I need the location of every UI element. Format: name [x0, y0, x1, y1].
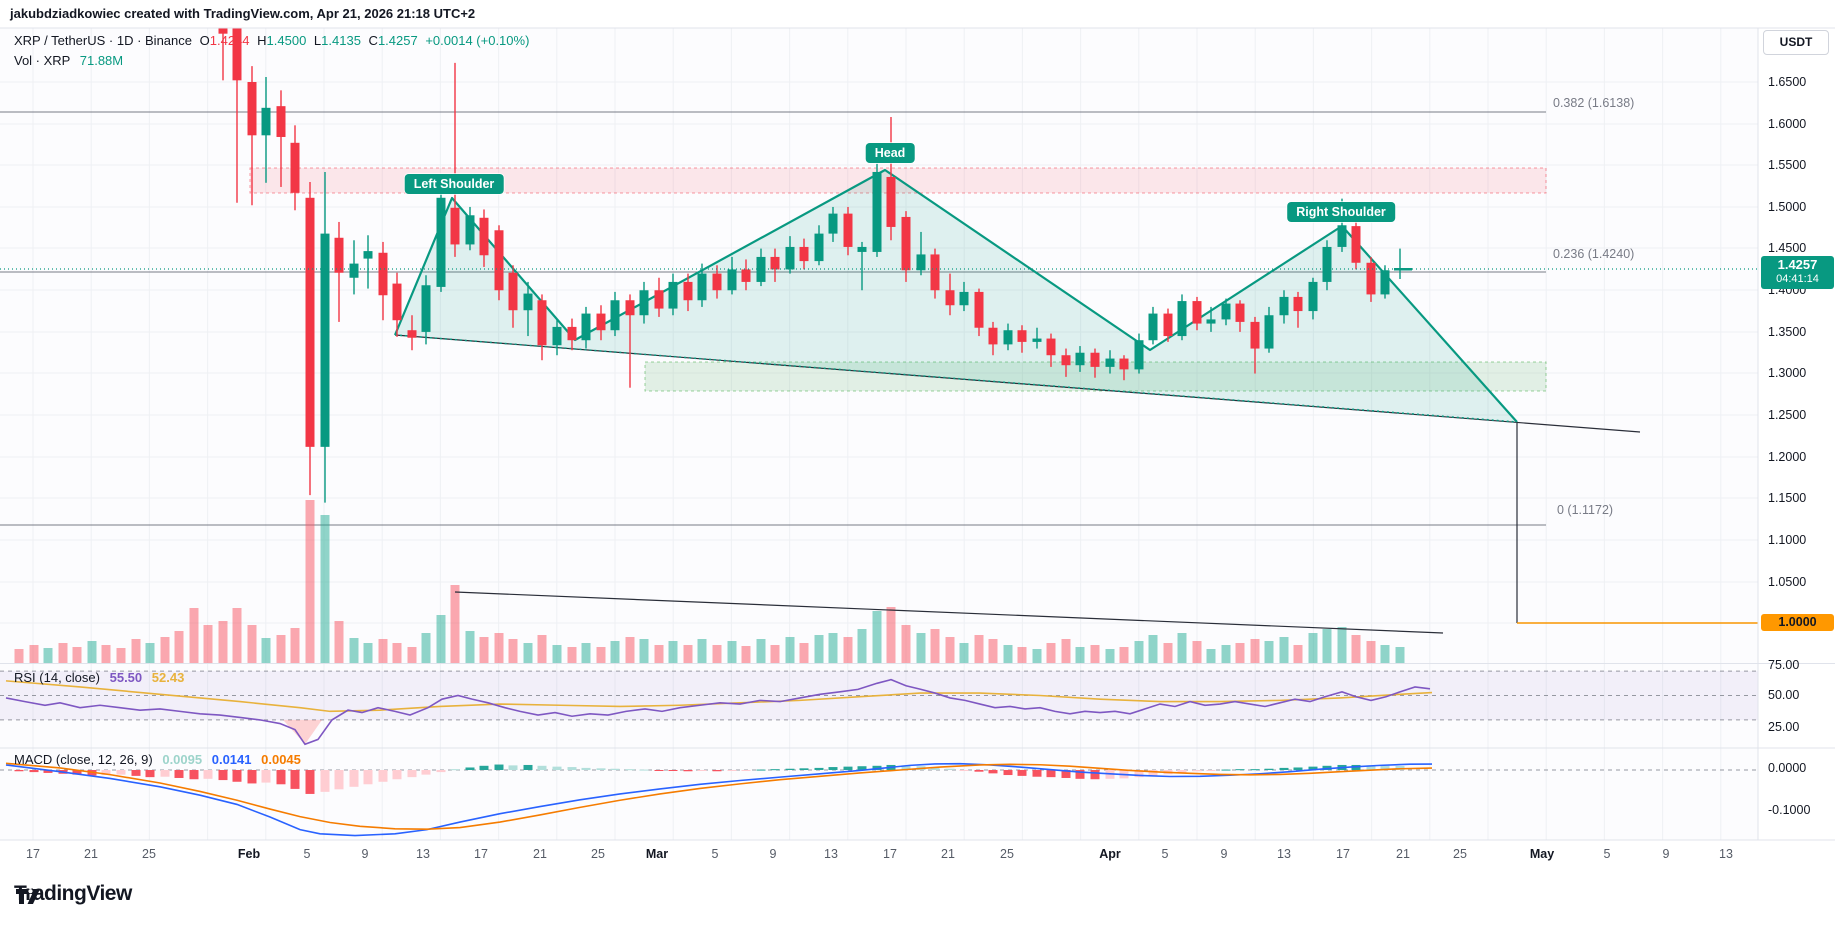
- svg-text:9: 9: [1221, 847, 1228, 861]
- svg-text:1.3000: 1.3000: [1768, 366, 1806, 380]
- svg-text:1.5500: 1.5500: [1768, 158, 1806, 172]
- svg-text:1.6500: 1.6500: [1768, 75, 1806, 89]
- rsi-label[interactable]: RSI (14, close): [14, 670, 100, 685]
- target-price-badge: 1.0000: [1761, 614, 1834, 632]
- fib-0382-label[interactable]: 0.382 (1.6138): [1553, 96, 1635, 110]
- svg-text:21: 21: [84, 847, 98, 861]
- rsi-value: 55.50: [109, 670, 143, 685]
- price-axis: 1.65001.60001.55001.50001.45001.40001.35…: [1768, 75, 1810, 817]
- svg-text:17: 17: [474, 847, 488, 861]
- svg-text:17: 17: [1336, 847, 1350, 861]
- svg-text:50.00: 50.00: [1768, 688, 1799, 702]
- svg-text:1.2500: 1.2500: [1768, 408, 1806, 422]
- svg-text:25: 25: [142, 847, 156, 861]
- currency-toggle-button[interactable]: USDT: [1763, 30, 1829, 55]
- svg-text:May: May: [1530, 847, 1554, 861]
- fib-0-label[interactable]: 0 (1.1172): [1557, 503, 1614, 517]
- svg-text:17: 17: [26, 847, 40, 861]
- svg-text:13: 13: [824, 847, 838, 861]
- svg-text:5: 5: [304, 847, 311, 861]
- right-shoulder-label[interactable]: Right Shoulder: [1287, 202, 1395, 222]
- high-value: 1.4500: [266, 33, 307, 48]
- close-label: C: [368, 33, 378, 48]
- svg-text:13: 13: [1719, 847, 1733, 861]
- rsi-line: [5, 678, 1431, 746]
- macd-legend: MACD (close, 12, 26, 9) 0.0095 0.0141 0.…: [14, 752, 301, 767]
- svg-text:Mar: Mar: [646, 847, 668, 861]
- svg-text:1.5000: 1.5000: [1768, 200, 1806, 214]
- svg-text:1.2000: 1.2000: [1768, 450, 1806, 464]
- rsi-oversold-fill: [283, 719, 322, 745]
- svg-text:5: 5: [1604, 847, 1611, 861]
- svg-text:1.3500: 1.3500: [1768, 325, 1806, 339]
- rsi-legend: RSI (14, close) 55.50 52.43: [14, 670, 184, 685]
- rsi-ma-value: 52.43: [151, 670, 185, 685]
- svg-text:17: 17: [883, 847, 897, 861]
- macd-line-value: 0.0141: [211, 752, 252, 767]
- svg-text:1.0500: 1.0500: [1768, 575, 1806, 589]
- change-value: +0.0014 (+0.10%): [425, 33, 530, 48]
- symbol-title[interactable]: XRP / TetherUS · 1D · Binance: [14, 33, 192, 48]
- svg-text:0.0000: 0.0000: [1768, 761, 1806, 775]
- svg-text:21: 21: [941, 847, 955, 861]
- current-price-value: 1.4257: [1777, 257, 1818, 272]
- last-close-dash: [1394, 268, 1412, 271]
- svg-text:5: 5: [712, 847, 719, 861]
- ohlc-row: XRP / TetherUS · 1D · Binance O1.4244 H1…: [14, 33, 529, 48]
- svg-text:1.6000: 1.6000: [1768, 117, 1806, 131]
- svg-text:21: 21: [1396, 847, 1410, 861]
- svg-text:1.4500: 1.4500: [1768, 241, 1806, 255]
- tradingview-logo-text: TradingView: [14, 882, 132, 905]
- svg-text:25.00: 25.00: [1768, 720, 1799, 734]
- bar-countdown: 04:41:14: [1776, 272, 1819, 285]
- svg-text:5: 5: [1162, 847, 1169, 861]
- svg-text:9: 9: [1663, 847, 1670, 861]
- svg-text:9: 9: [770, 847, 777, 861]
- svg-text:25: 25: [591, 847, 605, 861]
- svg-text:13: 13: [416, 847, 430, 861]
- volume-label[interactable]: Vol · XRP: [14, 53, 71, 68]
- left-shoulder-label[interactable]: Left Shoulder: [404, 174, 504, 194]
- open-label: O: [199, 33, 210, 48]
- svg-text:25: 25: [1000, 847, 1014, 861]
- svg-text:9: 9: [362, 847, 369, 861]
- svg-text:13: 13: [1277, 847, 1291, 861]
- close-value: 1.4257: [377, 33, 418, 48]
- tradingview-logo[interactable]: TradingView: [14, 882, 132, 906]
- svg-text:Feb: Feb: [238, 847, 261, 861]
- svg-text:75.00: 75.00: [1768, 658, 1799, 672]
- macd-label[interactable]: MACD (close, 12, 26, 9): [14, 752, 153, 767]
- low-label: L: [313, 33, 322, 48]
- svg-text:21: 21: [533, 847, 547, 861]
- symbol-legend: XRP / TetherUS · 1D · Binance O1.4244 H1…: [14, 33, 529, 68]
- svg-text:-0.1000: -0.1000: [1768, 803, 1810, 817]
- macd-hist-value: 0.0095: [162, 752, 203, 767]
- fib-0236-label[interactable]: 0.236 (1.4240): [1553, 247, 1635, 261]
- macd-signal-value: 0.0045: [261, 752, 301, 767]
- volume-row: Vol · XRP 71.88M: [14, 53, 529, 68]
- volume-layer: [14, 500, 1405, 663]
- rsi-ma-line: [5, 680, 1433, 713]
- low-value: 1.4135: [321, 33, 361, 48]
- high-label: H: [257, 33, 267, 48]
- candles-layer: [218, 28, 1405, 503]
- current-price-badge: 1.4257 04:41:14: [1761, 256, 1834, 289]
- open-value: 1.4244: [209, 33, 250, 48]
- attribution-text: jakubdziadkowiec created with TradingVie…: [10, 6, 476, 21]
- tradingview-logo-icon: [16, 889, 40, 904]
- svg-text:1.1500: 1.1500: [1768, 491, 1806, 505]
- time-axis: 17 21 25 Feb 5 9 13 17 21 25 Mar 5 9 13 17 21 25 Apr 5 9 13 1…: [26, 847, 1733, 861]
- volume-value: 71.88M: [79, 53, 124, 68]
- svg-text:25: 25: [1453, 847, 1467, 861]
- svg-text:Apr: Apr: [1099, 847, 1121, 861]
- head-label[interactable]: Head: [865, 143, 915, 163]
- grid-layer: [0, 28, 1758, 840]
- head-shoulders-fill: [395, 170, 1517, 422]
- volume-trendline: [454, 591, 1444, 634]
- svg-text:1.1000: 1.1000: [1768, 533, 1806, 547]
- macd-signal-line: [5, 762, 1433, 831]
